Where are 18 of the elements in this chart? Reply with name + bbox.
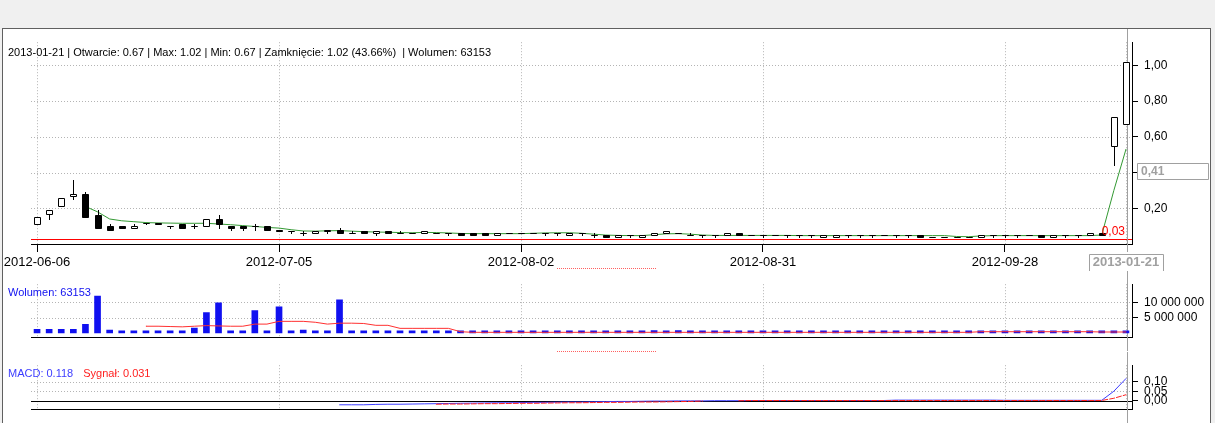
x-tick-label: 2012-07-05 bbox=[245, 254, 313, 270]
series-label: Wolumen: 63153 bbox=[8, 285, 91, 298]
y-tick-label: 0,60 bbox=[1144, 129, 1168, 144]
x-tick-label: 2012-09-28 bbox=[971, 254, 1039, 270]
x-tick-label: 2012-08-31 bbox=[729, 254, 797, 270]
text: 0,41 bbox=[1141, 163, 1165, 178]
y-tick-label: 0,20 bbox=[1144, 200, 1168, 215]
x-tick-label: 2012-08-02 bbox=[487, 254, 555, 270]
ref-line-label: 0,03 bbox=[1101, 223, 1126, 238]
x-tick-label: 2013-01-21 bbox=[1092, 254, 1160, 270]
y-tick-label: 5 000 000 bbox=[1144, 310, 1198, 325]
y-tick-label: 1,00 bbox=[1144, 57, 1168, 72]
text: Sygnał: 0.031 bbox=[83, 366, 151, 379]
text: MACD: 0.118 bbox=[8, 366, 74, 379]
y-tick-label: 10 000 000 bbox=[1144, 294, 1205, 309]
y-tick-label: 0,80 bbox=[1144, 93, 1168, 108]
chart-title: 2013-01-21 | Otwarcie: 0.67 | Max: 1.02 | Min: 0.67 | Zamknięcie: 1.02 (43.66%) | Wolumen: 63153 bbox=[8, 45, 492, 58]
x-tick-label: 2012-06-06 bbox=[3, 254, 71, 270]
